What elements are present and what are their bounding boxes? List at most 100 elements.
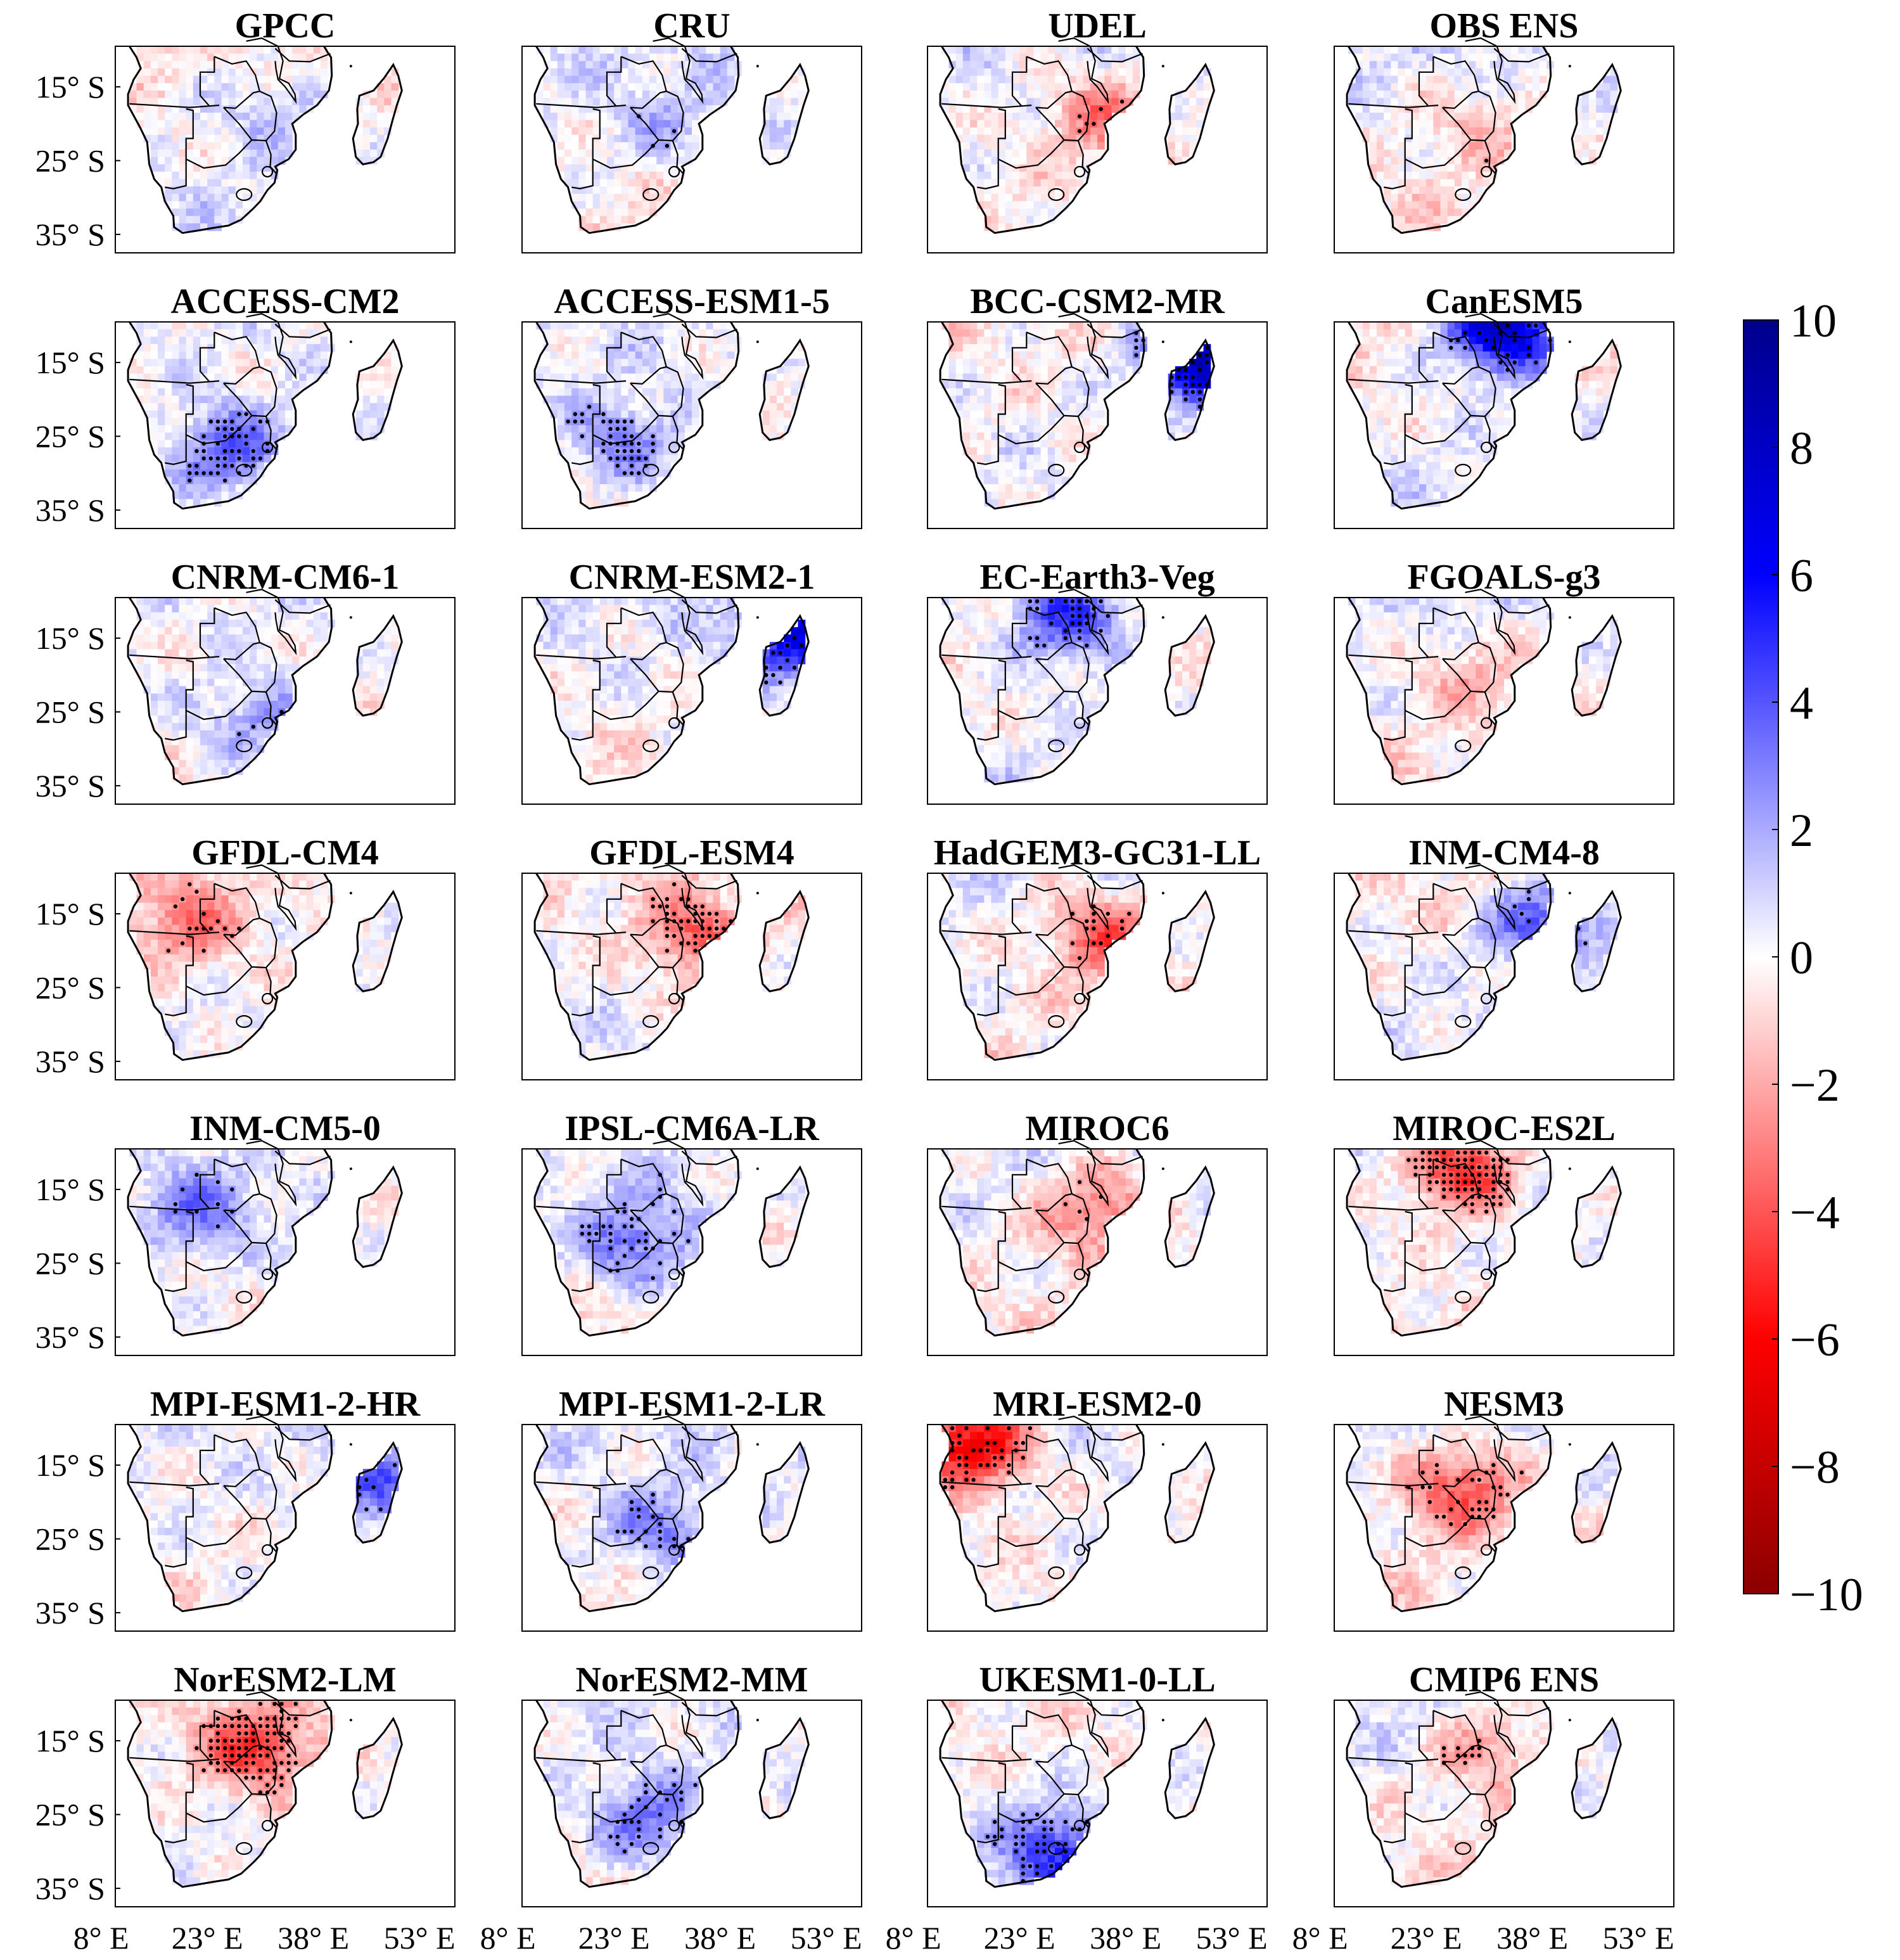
stipple-dot (1197, 382, 1202, 387)
heatmap-cell (1362, 381, 1370, 389)
heatmap-cell (621, 215, 629, 224)
heatmap-cell (1069, 322, 1077, 330)
heatmap-cell (1083, 171, 1091, 180)
heatmap-cell (1462, 157, 1469, 165)
heatmap-cell (1168, 120, 1176, 128)
stipple-dot (601, 412, 606, 416)
heatmap-cell (684, 105, 692, 113)
stipple-dot (244, 434, 248, 439)
heatmap-cell (607, 215, 615, 224)
heatmap-cell (1377, 447, 1384, 456)
heatmap-cell (564, 454, 572, 463)
heatmap-cell (1203, 366, 1211, 375)
heatmap-cell (642, 68, 650, 77)
heatmap-cell (1097, 142, 1105, 150)
heatmap-cell (777, 418, 784, 426)
heatmap-cell (158, 605, 165, 613)
heatmap-cell (1069, 164, 1077, 172)
heatmap-cell (158, 164, 165, 172)
country-border (672, 140, 684, 175)
heatmap-cell (299, 75, 307, 84)
heatmap-cell (1518, 53, 1526, 61)
heatmap-cell (670, 98, 679, 106)
heatmap-cell (1596, 425, 1604, 433)
heatmap-cell (158, 612, 165, 620)
heatmap-cell (1391, 157, 1399, 165)
heatmap-cell (179, 410, 187, 418)
heatmap-cell (628, 179, 636, 187)
heatmap-cell (179, 708, 187, 716)
heatmap-cell (1518, 373, 1526, 381)
heatmap-cell (1447, 142, 1455, 150)
heatmap-cell (991, 68, 999, 77)
heatmap-cell (193, 336, 201, 345)
heatmap-cell (292, 366, 300, 375)
heatmap-cell (784, 359, 791, 367)
heatmap-cell (150, 403, 158, 411)
heatmap-cell (172, 715, 180, 724)
heatmap-cell (1405, 425, 1413, 433)
heatmap-cell (221, 440, 229, 448)
eswatini-border (1073, 441, 1086, 454)
heatmap-cell (1518, 359, 1526, 367)
heatmap-cell (670, 46, 679, 54)
heatmap-cell (578, 215, 587, 224)
heatmap-cell (762, 395, 770, 404)
heatmap-cell (200, 142, 208, 150)
heatmap-cell (250, 127, 257, 136)
heatmap-cell (1055, 403, 1062, 411)
heatmap-cell (941, 366, 950, 375)
heatmap-cell (136, 322, 144, 330)
heatmap-cell (621, 164, 629, 172)
heatmap-cell (670, 343, 679, 352)
heatmap-cell (1055, 208, 1062, 217)
heatmap-cell (1062, 75, 1069, 84)
heatmap-cell (214, 186, 222, 195)
heatmap-cell (277, 322, 286, 330)
heatmap-cell (1603, 105, 1611, 113)
heatmap-cell (1083, 351, 1091, 359)
heatmap-cell (1391, 53, 1399, 61)
heatmap-cell (656, 53, 664, 61)
heatmap-cell (1454, 432, 1462, 440)
heatmap-cell (1391, 351, 1399, 359)
heatmap-cell (165, 627, 172, 635)
heatmap-cell (670, 150, 679, 158)
heatmap-cell (699, 75, 706, 84)
heatmap-cell (649, 322, 657, 330)
heatmap-cell (1090, 343, 1098, 352)
stipple-dot (208, 471, 213, 475)
heatmap-cell (129, 46, 137, 54)
heatmap-cell (1189, 425, 1197, 433)
heatmap-cell (320, 75, 328, 84)
heatmap-cell (578, 127, 587, 136)
heatmap-cell (1454, 208, 1462, 217)
heatmap-cell (984, 410, 992, 418)
heatmap-cell (585, 499, 594, 507)
heatmap-cell (257, 359, 265, 367)
heatmap-cell (998, 425, 1006, 433)
heatmap-cell (977, 418, 985, 426)
heatmap-cell (677, 68, 685, 77)
heatmap-cell (1083, 388, 1091, 396)
heatmap-cell (1026, 491, 1035, 499)
heatmap-cell (1090, 127, 1098, 136)
heatmap-cell (1603, 351, 1611, 359)
heatmap-cell (320, 61, 328, 69)
heatmap-cell (193, 61, 201, 69)
heatmap-cell (592, 403, 601, 411)
heatmap-cell (150, 686, 158, 694)
heatmap-cell (250, 157, 257, 165)
heatmap-cell (948, 68, 957, 77)
heatmap-cell (621, 359, 629, 367)
heatmap-cell (557, 53, 565, 61)
heatmap-cell (941, 90, 950, 99)
heatmap-cell (1047, 447, 1055, 456)
heatmap-cell (670, 403, 679, 411)
heatmap-cell (1391, 336, 1399, 345)
heatmap-cell (663, 462, 672, 470)
heatmap-cell (1355, 343, 1363, 352)
heatmap-cell (1019, 418, 1027, 426)
heatmap-cell (1125, 322, 1133, 330)
heatmap-cell (1369, 75, 1377, 84)
